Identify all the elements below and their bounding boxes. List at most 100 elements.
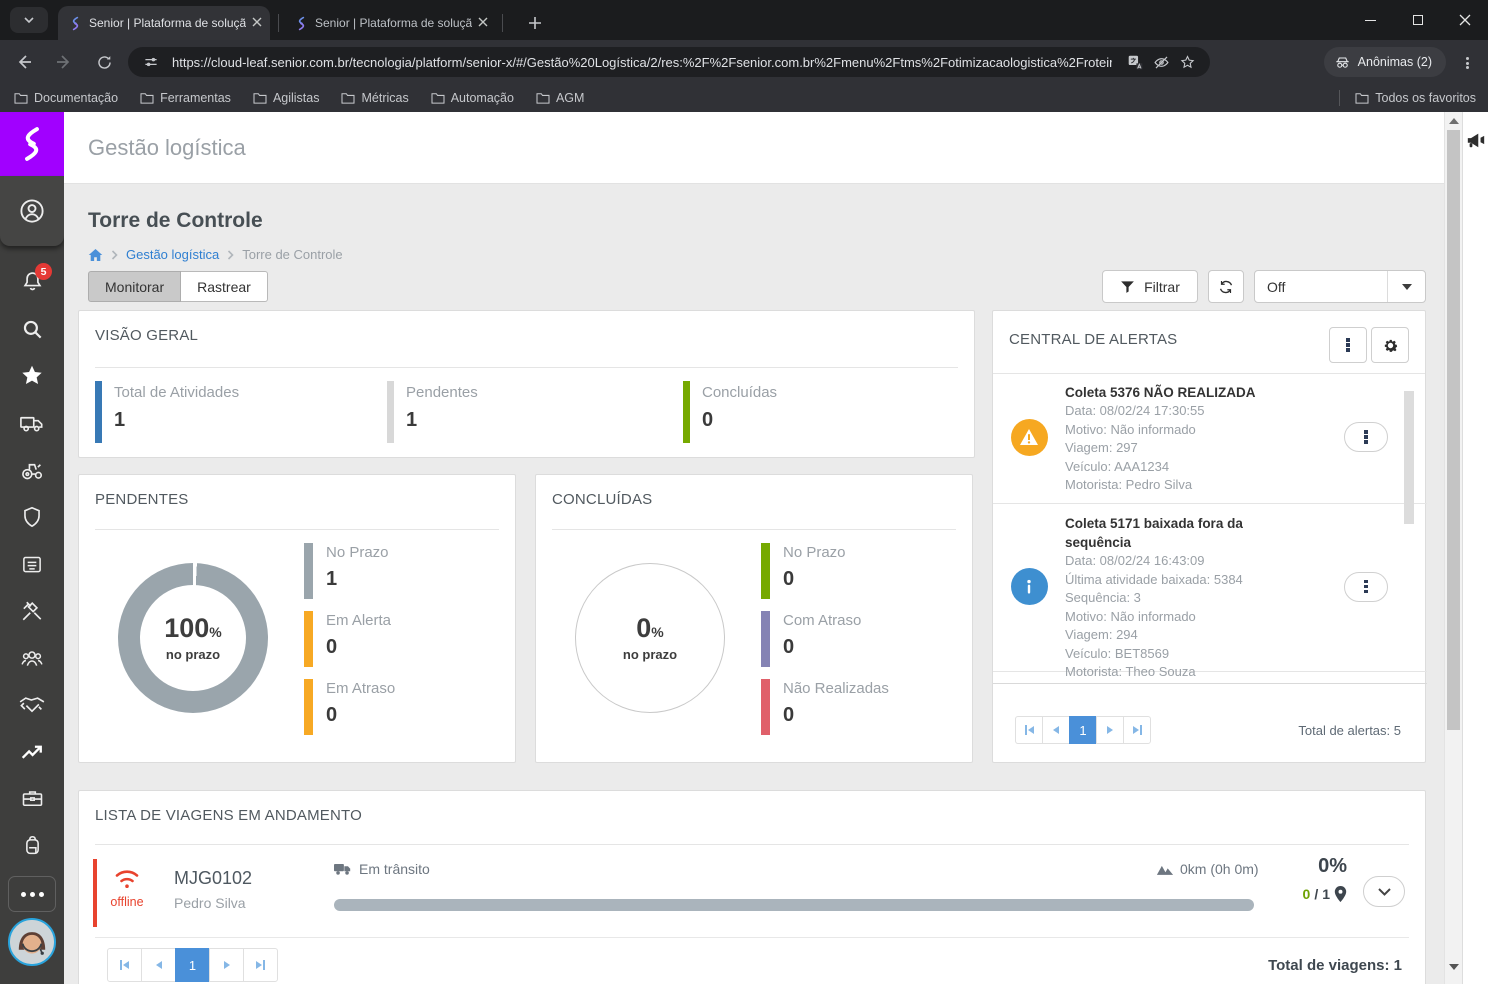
bookmark-star-icon[interactable] bbox=[1174, 54, 1200, 71]
last-page-button[interactable] bbox=[1123, 716, 1151, 744]
browser-menu-button[interactable] bbox=[1454, 50, 1480, 76]
browser-tab-inactive[interactable]: Senior | Plataforma de solução bbox=[284, 6, 496, 40]
window-maximize-button[interactable] bbox=[1394, 0, 1441, 40]
breadcrumb: Gestão logística Torre de Controle bbox=[88, 247, 343, 262]
scroll-up-arrow[interactable] bbox=[1449, 118, 1459, 124]
scrollbar-thumb[interactable] bbox=[1447, 130, 1460, 730]
plus-icon bbox=[529, 17, 541, 29]
tab-close-icon[interactable] bbox=[252, 16, 262, 30]
sidebar-item-search[interactable] bbox=[0, 305, 64, 352]
alert-line: Sequência: 3 bbox=[1065, 590, 1141, 605]
bookmark-agm[interactable]: AGM bbox=[536, 91, 584, 105]
concluidas-card: CONCLUÍDAS 0% no prazo No Prazo 0 Com Atr… bbox=[535, 474, 973, 763]
sidebar-more-button[interactable] bbox=[8, 876, 56, 912]
home-icon[interactable] bbox=[88, 248, 103, 262]
bookmark-documentacao[interactable]: Documentação bbox=[14, 91, 118, 105]
distance-icon bbox=[1156, 865, 1174, 875]
breadcrumb-current: Torre de Controle bbox=[242, 247, 343, 262]
alerts-settings-button[interactable] bbox=[1371, 327, 1409, 363]
back-button[interactable] bbox=[8, 46, 40, 78]
page-scrollbar[interactable] bbox=[1444, 112, 1462, 984]
legend-item: Em Alerta 0 bbox=[304, 611, 395, 667]
bookmarks-bar: Documentação Ferramentas Agilistas Métri… bbox=[0, 84, 1488, 112]
all-favorites-button[interactable]: Todos os favoritos bbox=[1355, 91, 1476, 105]
address-bar[interactable]: https://cloud-leaf.senior.com.br/tecnolo… bbox=[128, 47, 1210, 77]
sidebar-item-truck[interactable] bbox=[0, 399, 64, 446]
megaphone-icon[interactable] bbox=[1466, 130, 1486, 150]
reload-button[interactable] bbox=[88, 46, 120, 78]
select-caret-button[interactable] bbox=[1387, 271, 1425, 302]
bookmark-agilistas[interactable]: Agilistas bbox=[253, 91, 319, 105]
bookmark-metricas[interactable]: Métricas bbox=[341, 91, 409, 105]
next-page-button[interactable] bbox=[209, 948, 244, 982]
sidebar-item-orders[interactable] bbox=[0, 540, 64, 587]
alerts-scrollbar[interactable] bbox=[1404, 391, 1414, 524]
tab-rastrear[interactable]: Rastrear bbox=[181, 271, 268, 302]
pendentes-donut-chart: 100% no prazo bbox=[118, 563, 268, 713]
last-page-button[interactable] bbox=[243, 948, 278, 982]
sidebar-item-performance[interactable] bbox=[0, 728, 64, 775]
forward-button[interactable] bbox=[48, 46, 80, 78]
url-text[interactable]: https://cloud-leaf.senior.com.br/tecnolo… bbox=[172, 54, 1112, 70]
tab-monitorar[interactable]: Monitorar bbox=[88, 271, 182, 302]
tab-search-button[interactable] bbox=[10, 7, 48, 33]
prev-page-button[interactable] bbox=[1042, 716, 1070, 744]
user-avatar[interactable] bbox=[8, 918, 56, 966]
sidebar-item-notifications[interactable]: 5 bbox=[0, 258, 64, 305]
tab-close-icon[interactable] bbox=[478, 16, 488, 30]
first-page-button[interactable] bbox=[107, 948, 142, 982]
overview-title: VISÃO GERAL bbox=[95, 327, 199, 344]
sidebar-item-briefcase[interactable] bbox=[0, 775, 64, 822]
sidebar-item-favorites[interactable] bbox=[0, 352, 64, 399]
next-page-button[interactable] bbox=[1096, 716, 1124, 744]
breadcrumb-link[interactable]: Gestão logística bbox=[126, 247, 220, 262]
auto-refresh-value: Off bbox=[1267, 278, 1286, 295]
trip-expand-button[interactable] bbox=[1363, 876, 1405, 907]
alert-item[interactable]: Coleta 5376 NÃO REALIZADA Data: 08/02/24… bbox=[993, 373, 1427, 504]
current-page[interactable]: 1 bbox=[1069, 716, 1097, 744]
prev-page-button[interactable] bbox=[141, 948, 176, 982]
sidebar-item-shield[interactable] bbox=[0, 493, 64, 540]
arrow-left-icon bbox=[18, 55, 31, 69]
incognito-badge[interactable]: Anônimas (2) bbox=[1323, 47, 1446, 77]
handshake-icon bbox=[19, 696, 45, 712]
auto-refresh-select[interactable]: Off bbox=[1254, 270, 1426, 303]
sidebar-item-team[interactable] bbox=[0, 634, 64, 681]
bookmark-ferramentas[interactable]: Ferramentas bbox=[140, 91, 231, 105]
alert-item[interactable]: Coleta 5171 baixada fora da sequência Da… bbox=[993, 504, 1427, 679]
senior-logo[interactable] bbox=[0, 112, 64, 176]
alert-actions-button[interactable] bbox=[1344, 422, 1388, 452]
scroll-down-arrow[interactable] bbox=[1449, 964, 1459, 970]
filter-button[interactable]: Filtrar bbox=[1102, 270, 1198, 303]
sidebar-item-profile[interactable] bbox=[0, 176, 64, 246]
bookmark-automacao[interactable]: Automação bbox=[431, 91, 514, 105]
alert-line: Data: 08/02/24 16:43:09 bbox=[1065, 553, 1205, 568]
alert-line: Última atividade baixada: 5384 bbox=[1065, 571, 1243, 587]
stat-concluidas: Concluídas 0 bbox=[683, 381, 777, 443]
window-close-button[interactable] bbox=[1441, 0, 1488, 40]
alert-actions-button[interactable] bbox=[1344, 571, 1388, 602]
alert-line: Data: 08/02/24 17:30:55 bbox=[1065, 403, 1205, 418]
tab-title: Senior | Plataforma de solução bbox=[315, 16, 472, 30]
site-settings-icon[interactable] bbox=[138, 54, 164, 70]
trip-progress-bar bbox=[334, 899, 1254, 911]
first-page-button[interactable] bbox=[1015, 716, 1043, 744]
browser-tab-active[interactable]: Senior | Plataforma de solução bbox=[58, 6, 270, 40]
refresh-button[interactable] bbox=[1208, 270, 1244, 303]
alerts-title: CENTRAL DE ALERTAS bbox=[1009, 331, 1178, 348]
view-mode-tabs: Monitorar Rastrear bbox=[88, 271, 268, 302]
sidebar-item-backpack[interactable] bbox=[0, 822, 64, 869]
sidebar-item-tools[interactable] bbox=[0, 587, 64, 634]
sidebar-item-tractor[interactable] bbox=[0, 446, 64, 493]
trip-status-bar bbox=[93, 859, 97, 927]
sidebar-item-partners[interactable] bbox=[0, 681, 64, 728]
window-minimize-button[interactable] bbox=[1347, 0, 1394, 40]
eye-off-icon[interactable] bbox=[1148, 54, 1174, 71]
translate-icon[interactable] bbox=[1122, 54, 1148, 71]
trips-total: Total de viagens: 1 bbox=[1268, 957, 1402, 974]
alerts-menu-button[interactable] bbox=[1329, 327, 1367, 363]
new-tab-button[interactable] bbox=[522, 10, 548, 36]
current-page[interactable]: 1 bbox=[175, 948, 210, 982]
app-viewport: 5 bbox=[0, 112, 1488, 984]
